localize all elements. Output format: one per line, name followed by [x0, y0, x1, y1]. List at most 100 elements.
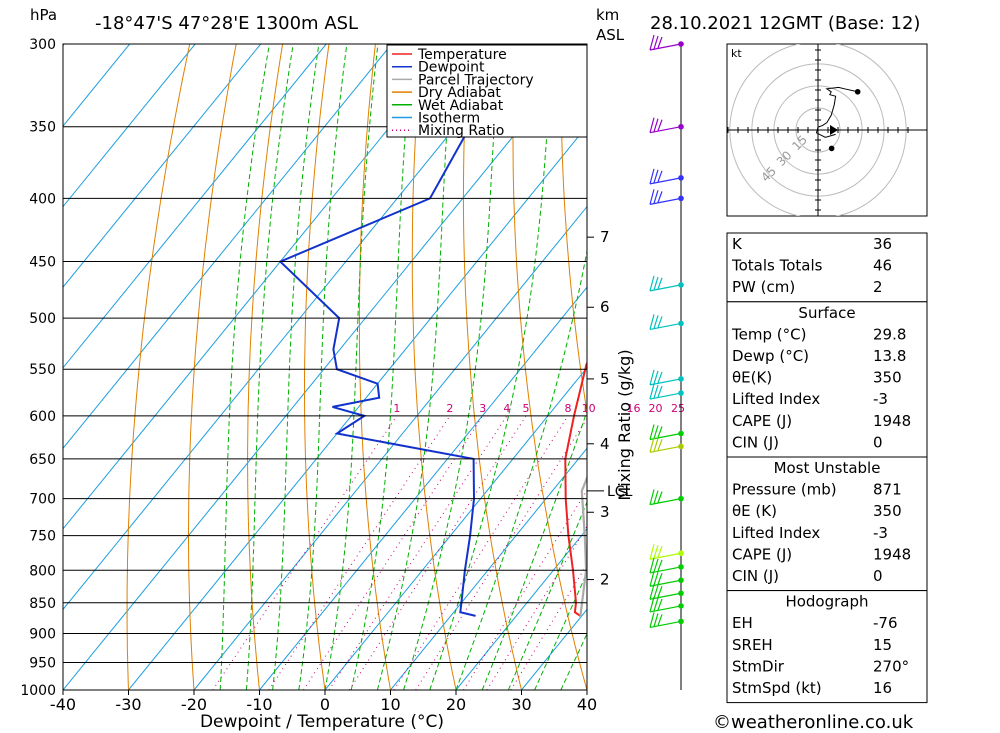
table-row-label: CAPE (J) [732, 412, 792, 430]
lcl-label: LCL [607, 484, 633, 500]
table-row-value: 0 [873, 433, 883, 451]
wind-barb-stroke [657, 277, 663, 290]
wind-barb-stroke [657, 573, 663, 585]
wind-barb-stroke [649, 117, 655, 133]
wind-barb-stroke [653, 425, 659, 439]
asl-unit-label: ASL [596, 26, 625, 44]
table-row-label: SREH [732, 636, 773, 654]
wind-barb-stroke [649, 596, 655, 613]
table-row-value: 15 [873, 636, 892, 654]
pressure-tick-label: 450 [29, 255, 56, 271]
isotherm-line [259, 286, 587, 690]
wind-barb-stroke [657, 36, 663, 49]
indices-box [726, 232, 928, 303]
most-unstable-box [726, 456, 928, 592]
wind-barb-stroke [649, 489, 655, 505]
wind-barb-stroke [649, 369, 655, 386]
mixing-ratio-label: 20 [649, 402, 663, 415]
wind-barb-stroke [657, 170, 663, 183]
parcel-trajectory [579, 475, 587, 617]
wet-adiabat-line [429, 44, 553, 690]
table-row-value: -76 [873, 614, 898, 632]
wind-barb-stroke [649, 322, 682, 331]
wind-barb-stroke [649, 189, 655, 205]
km-tick-label: 7 [600, 228, 610, 246]
wind-barb-stroke [657, 559, 663, 572]
hpa-unit-label: hPa [30, 6, 57, 24]
table-row-label: Pressure (mb) [732, 481, 837, 499]
legend-entry: Dry Adiabat [418, 85, 501, 101]
wind-barb-stroke [653, 613, 659, 627]
surface-box [726, 301, 928, 458]
table-row-label: K [732, 235, 743, 253]
pressure-tick-label: 350 [29, 120, 56, 136]
wind-barb-stroke [653, 597, 659, 612]
wind-barb-stroke [649, 177, 682, 185]
mixing-ratio-label: 25 [671, 402, 685, 415]
wind-barb-stroke [653, 558, 659, 573]
legend-box [386, 44, 588, 138]
x-axis-label: Dewpoint / Temperature (°C) [200, 712, 444, 732]
pressure-tick-label: 300 [29, 37, 56, 53]
wind-barb-stroke [649, 424, 655, 440]
wind-barb-stroke [649, 437, 655, 453]
mixing-ratio-label: 8 [564, 402, 571, 415]
table-row-value: 350 [873, 369, 902, 387]
wet-adiabat-line [272, 44, 320, 690]
wind-barb-stroke [649, 168, 655, 185]
table-row-value: 871 [873, 481, 902, 499]
wet-adiabat-line [507, 500, 587, 690]
table-row-value: 270° [873, 657, 909, 675]
hodograph-unit-label: kt [731, 47, 742, 60]
isotherm-line [390, 447, 587, 690]
wind-barb-stroke [649, 275, 655, 292]
wind-barb-stroke [649, 314, 655, 330]
pressure-tick-label: 750 [29, 529, 56, 545]
pressure-tick-label: 950 [29, 655, 56, 671]
x-tick-label: 10 [380, 695, 400, 714]
mixing-ratio-line [393, 415, 569, 690]
isotherm-line [63, 44, 393, 450]
hodograph-trace [815, 86, 858, 138]
wind-barb-stroke [649, 544, 655, 560]
table-row-label: StmDir [732, 657, 785, 675]
dry-adiabat-line [411, 44, 457, 690]
wind-barb-stroke [653, 190, 659, 204]
km-unit-label: km [596, 6, 619, 24]
table-row-value: 36 [873, 235, 892, 253]
dry-adiabat-line [358, 44, 391, 690]
storm-motion-marker [830, 125, 838, 135]
wind-barb-stroke [657, 614, 663, 626]
wind-barb-stroke [649, 557, 655, 574]
isotherm-line [63, 44, 524, 611]
wind-barb-stroke [649, 579, 682, 587]
table-row-value: 2 [873, 278, 883, 296]
pressure-tick-label: 550 [29, 362, 56, 378]
wind-barb-stroke [653, 545, 659, 559]
wind-barb-stroke [653, 276, 659, 291]
temperature-profile [564, 44, 587, 617]
table-row-value: -3 [873, 390, 888, 408]
table-row-label: Lifted Index [732, 390, 820, 408]
table-row-value: 46 [873, 257, 892, 275]
table-row-label: θE (K) [732, 502, 777, 520]
wind-barb-stroke [657, 316, 663, 328]
axis-labels: 1 2 3 4 5 8 10 16 20 2530035040045050055060065070… [20, 37, 685, 714]
pressure-tick-label: 850 [29, 596, 56, 612]
pressure-tick-label: 900 [29, 626, 56, 642]
wind-barb-stroke [649, 197, 682, 205]
isotherm-line [63, 44, 327, 369]
wind-barb-stroke [657, 371, 663, 384]
wind-barb-stroke [657, 491, 663, 503]
isotherm-line [128, 125, 587, 690]
table-row-label: CIN (J) [732, 567, 779, 585]
wind-barb-stroke [649, 612, 655, 628]
dry-adiabat-line [188, 44, 237, 690]
mixing-ratio-line [303, 415, 484, 690]
surface-title: Surface [798, 304, 855, 322]
table-row-value: 1948 [873, 412, 911, 430]
wind-barb-stroke [649, 284, 682, 292]
isotherm-line [63, 44, 196, 208]
legend-entry: Dewpoint [418, 60, 485, 76]
